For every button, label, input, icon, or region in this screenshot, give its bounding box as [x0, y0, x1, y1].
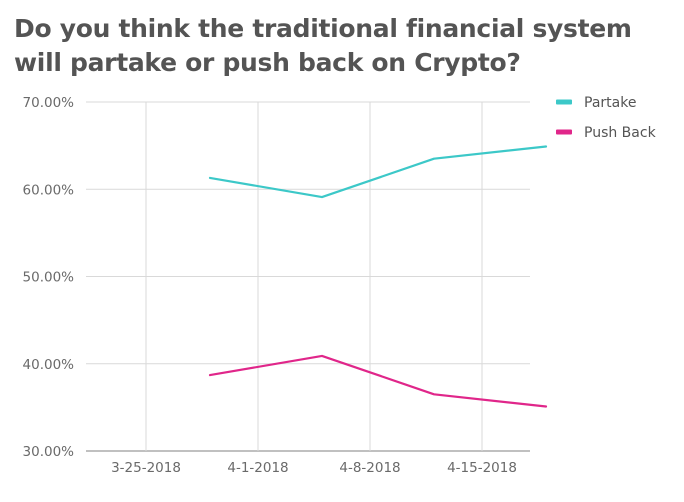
legend-label: Push Back — [584, 125, 657, 141]
y-tick-label: 70.00% — [23, 95, 75, 111]
x-tick-label: 3-25-2018 — [111, 460, 181, 476]
y-tick-label: 30.00% — [23, 444, 75, 460]
chart-title: Do you think the traditional financial s… — [14, 12, 634, 80]
y-tick-label: 50.00% — [23, 270, 75, 286]
chart-title-line-2: will partake or push back on Crypto? — [14, 48, 521, 77]
legend-swatch — [556, 99, 572, 105]
y-tick-label: 60.00% — [23, 182, 75, 198]
x-tick-label: 4-15-2018 — [447, 460, 517, 476]
legend-swatch — [556, 129, 572, 135]
chart-title-line-1: Do you think the traditional financial s… — [14, 14, 632, 43]
legend-label: Partake — [584, 95, 636, 111]
x-tick-label: 4-8-2018 — [339, 460, 400, 476]
series-line-push-back — [208, 354, 548, 408]
series-line-partake — [208, 145, 548, 199]
x-tick-label: 4-1-2018 — [227, 460, 288, 476]
y-tick-label: 40.00% — [23, 357, 75, 373]
